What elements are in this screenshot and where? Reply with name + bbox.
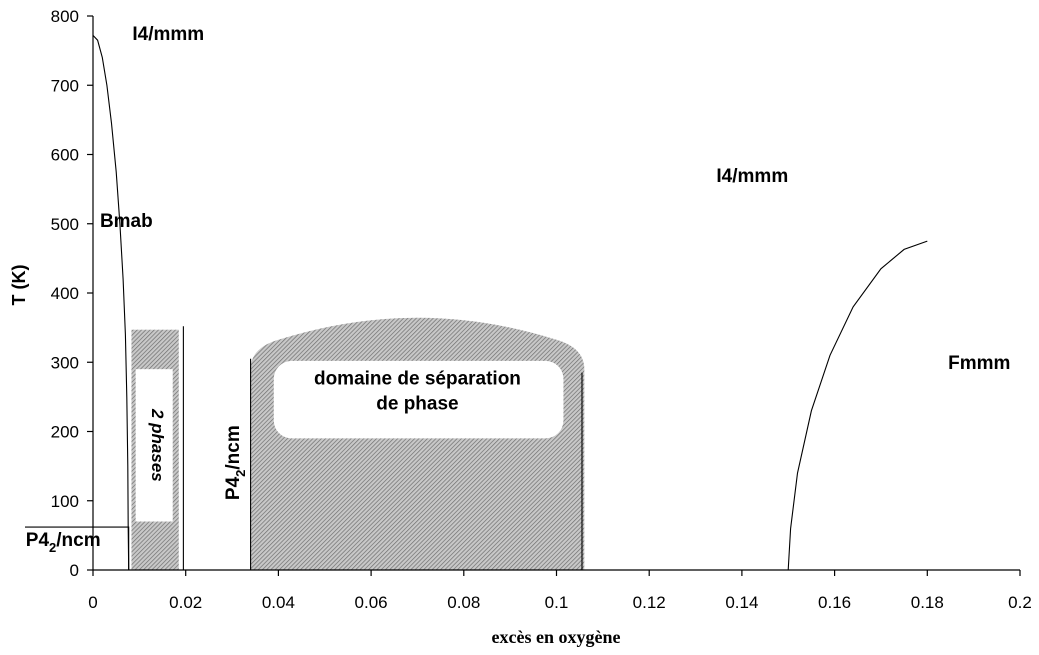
x-tick-label-1: 0.02 (169, 593, 202, 612)
fmmm-boundary-curve (787, 240, 928, 571)
y-tick-label-8: 800 (51, 7, 79, 26)
x-tick-label-9: 0.18 (911, 593, 944, 612)
x-tick-label-3: 0.06 (355, 593, 388, 612)
region-i4mmm-right: I4/mmm (716, 166, 788, 187)
y-tick-label-6: 600 (51, 146, 79, 165)
y-tick-label-2: 200 (51, 423, 79, 442)
x-tick-label-6: 0.12 (633, 593, 666, 612)
region-bmab: Bmab (100, 211, 153, 232)
x-tick-label-5: 0.1 (545, 593, 569, 612)
two-phase-label-box (135, 369, 173, 522)
y-tick-label-5: 500 (51, 215, 79, 234)
x-axis-label: excès en oxygène (492, 627, 621, 647)
region-two-phases: 2 phases (148, 408, 167, 482)
x-tick-label-8: 0.16 (818, 593, 851, 612)
region-separation-line2: de phase (376, 393, 458, 414)
bmab-boundary-curve (92, 35, 130, 571)
region-p42ncm-mid: P42/ncm (223, 425, 248, 500)
y-tick-label-3: 300 (51, 353, 79, 372)
region-fmmm: Fmmm (948, 353, 1010, 374)
y-tick-label-4: 400 (51, 284, 79, 303)
x-tick-label-0: 0 (88, 593, 97, 612)
phase-separation-dome (250, 317, 585, 570)
y-tick-label-1: 100 (51, 492, 79, 511)
region-separation-line1: domaine de séparation (314, 368, 521, 389)
x-tick-label-7: 0.14 (725, 593, 758, 612)
region-p42ncm-low: P42/ncm (26, 530, 101, 555)
x-tick-label-4: 0.08 (447, 593, 480, 612)
y-tick-label-0: 0 (70, 561, 79, 580)
x-tick-label-10: 0.2 (1008, 593, 1032, 612)
phase-separation-label-box (273, 360, 564, 439)
y-tick-label-7: 700 (51, 76, 79, 95)
region-i4mmm-left: I4/mmm (132, 24, 204, 45)
y-axis-label: T (K) (9, 265, 29, 306)
x-tick-label-2: 0.04 (262, 593, 295, 612)
